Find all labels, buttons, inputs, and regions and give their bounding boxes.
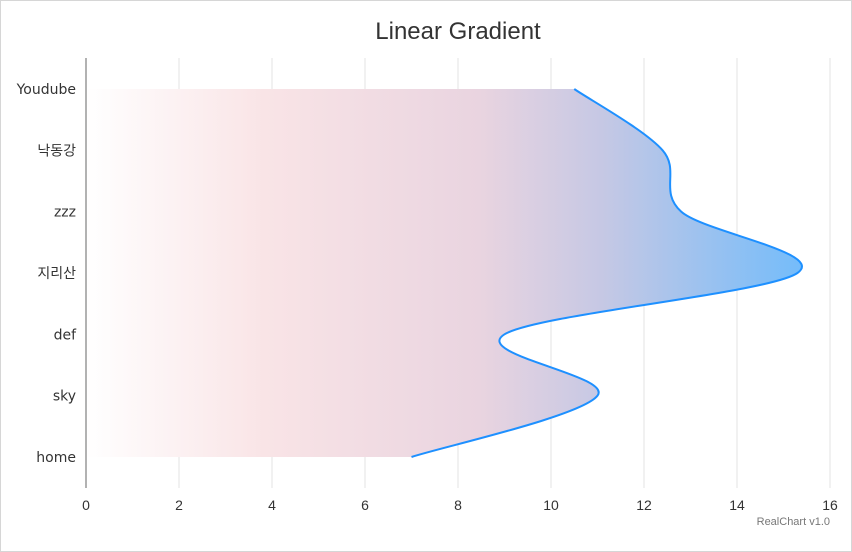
category-label: home — [36, 450, 76, 466]
category-label: sky — [53, 389, 76, 405]
x-tick-label: 14 — [729, 497, 745, 513]
category-label: def — [54, 327, 78, 343]
area-fill — [86, 89, 802, 457]
credit-label: RealChart v1.0 — [756, 516, 830, 528]
data-point — [678, 209, 684, 215]
data-point — [409, 454, 415, 460]
x-tick-label: 8 — [454, 497, 462, 513]
category-label: zzz — [54, 205, 76, 221]
x-tick-label: 2 — [175, 497, 183, 513]
x-tick-label: 0 — [82, 497, 90, 513]
chart-title: Linear Gradient — [375, 18, 541, 45]
data-point — [571, 86, 577, 92]
x-tick-label: 4 — [268, 497, 276, 513]
data-point — [660, 147, 666, 153]
x-axis-tick-labels: 0 2 4 6 8 10 12 14 16 — [82, 497, 838, 513]
category-label: Youdube — [16, 82, 76, 98]
data-point — [595, 393, 601, 399]
series-line — [411, 88, 803, 458]
data-point — [502, 331, 508, 337]
category-axis-labels: Youdube 낙동강 zzz 지리산 def sky home — [16, 82, 77, 466]
x-tick-label: 10 — [543, 497, 559, 513]
category-label: 낙동강 — [37, 143, 76, 159]
x-tick-label: 16 — [822, 497, 838, 513]
data-point — [794, 270, 800, 276]
x-tick-label: 6 — [361, 497, 369, 513]
x-tick-label: 12 — [636, 497, 652, 513]
category-label: 지리산 — [37, 266, 76, 282]
